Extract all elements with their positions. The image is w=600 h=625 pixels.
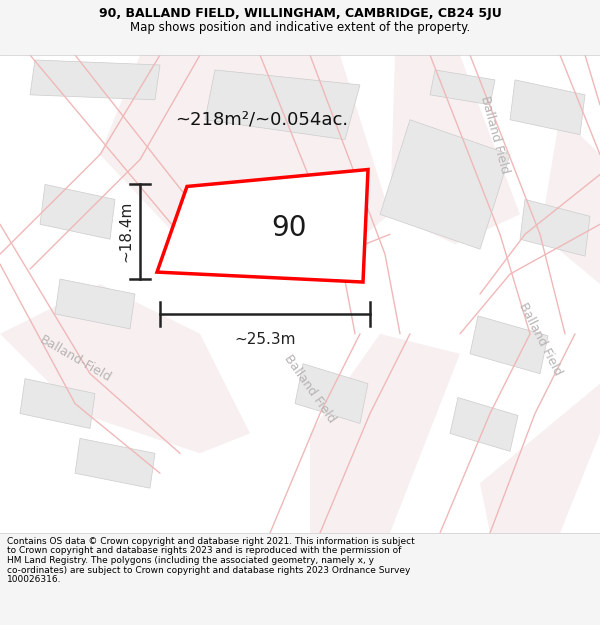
Polygon shape — [510, 80, 585, 134]
Polygon shape — [160, 55, 390, 254]
Text: Balland Field: Balland Field — [282, 352, 338, 425]
Polygon shape — [480, 384, 600, 533]
Polygon shape — [205, 70, 360, 139]
Polygon shape — [75, 438, 155, 488]
Text: HM Land Registry. The polygons (including the associated geometry, namely x, y: HM Land Registry. The polygons (includin… — [7, 556, 374, 565]
Polygon shape — [450, 398, 518, 451]
Polygon shape — [380, 120, 510, 249]
Polygon shape — [40, 184, 115, 239]
Polygon shape — [55, 279, 135, 329]
Polygon shape — [470, 316, 548, 374]
Text: to Crown copyright and database rights 2023 and is reproduced with the permissio: to Crown copyright and database rights 2… — [7, 546, 401, 556]
Text: 90, BALLAND FIELD, WILLINGHAM, CAMBRIDGE, CB24 5JU: 90, BALLAND FIELD, WILLINGHAM, CAMBRIDGE… — [98, 8, 502, 20]
Text: ~218m²/~0.054ac.: ~218m²/~0.054ac. — [175, 111, 348, 129]
Text: Balland-Field: Balland-Field — [37, 333, 113, 384]
Text: Balland Field: Balland Field — [478, 94, 512, 175]
Text: co-ordinates) are subject to Crown copyright and database rights 2023 Ordnance S: co-ordinates) are subject to Crown copyr… — [7, 566, 410, 575]
Text: ~18.4m: ~18.4m — [119, 201, 133, 262]
Polygon shape — [520, 199, 590, 256]
Polygon shape — [30, 60, 160, 100]
Polygon shape — [20, 379, 95, 429]
Text: Map shows position and indicative extent of the property.: Map shows position and indicative extent… — [130, 21, 470, 34]
Polygon shape — [390, 55, 520, 244]
Polygon shape — [430, 70, 495, 105]
Polygon shape — [310, 334, 460, 533]
Text: Contains OS data © Crown copyright and database right 2021. This information is : Contains OS data © Crown copyright and d… — [7, 537, 415, 546]
Text: 90: 90 — [271, 214, 307, 241]
Polygon shape — [157, 169, 368, 282]
Text: ~25.3m: ~25.3m — [234, 332, 296, 347]
Polygon shape — [0, 284, 250, 453]
Polygon shape — [295, 364, 368, 424]
Polygon shape — [540, 115, 600, 284]
Text: 100026316.: 100026316. — [7, 576, 62, 584]
Polygon shape — [100, 55, 255, 234]
Text: Balland Field: Balland Field — [516, 300, 564, 378]
